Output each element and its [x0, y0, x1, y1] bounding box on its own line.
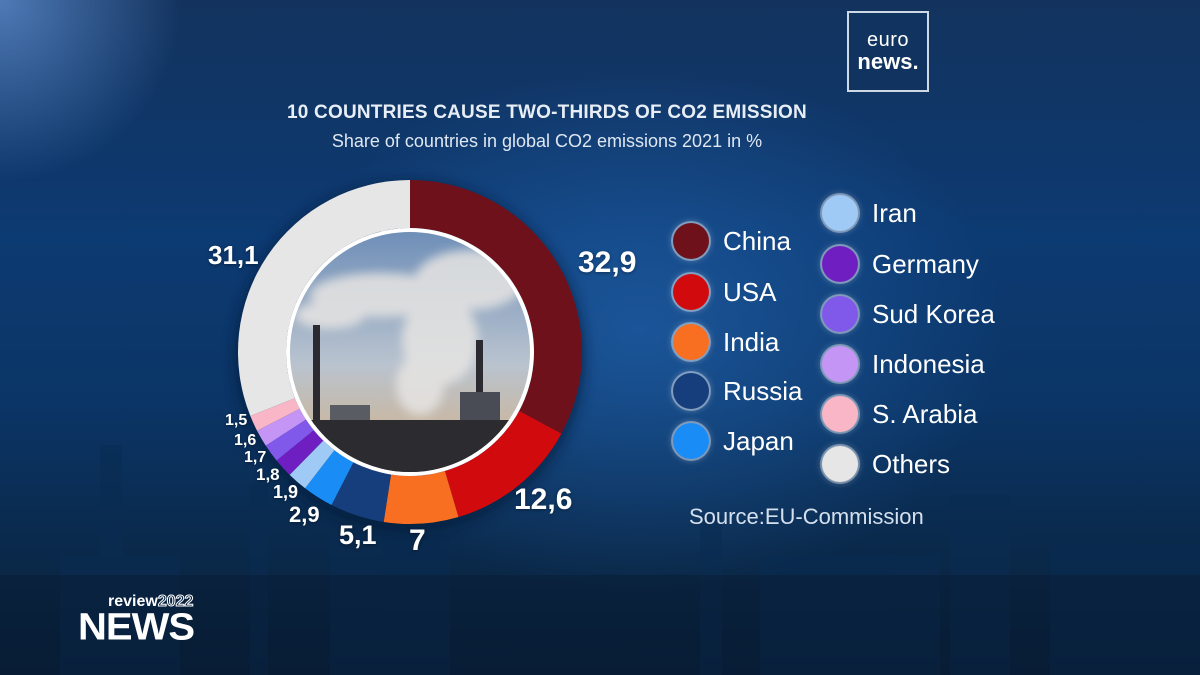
legend-label: Iran [872, 197, 917, 228]
value-label-russia: 5,1 [339, 520, 377, 550]
legend-swatch-icon [822, 346, 858, 382]
chart-title: 10 COUNTRIES CAUSE TWO-THIRDS OF CO2 EMI… [287, 102, 807, 123]
slice-japan [305, 450, 354, 506]
value-label-germany: 1,8 [256, 465, 280, 484]
legend-label: Others [872, 448, 951, 479]
legend-swatch-icon [822, 246, 858, 282]
legend-item-germany: Germany [822, 244, 979, 284]
source-note: Source:EU-Commission [689, 504, 924, 529]
value-label-sud-korea: 1,7 [244, 449, 267, 466]
slice-sud-korea [265, 419, 314, 461]
legend-swatch-icon [822, 195, 858, 231]
brand-review-text: review [108, 593, 158, 610]
value-label-usa: 12,6 [514, 483, 573, 516]
legend-swatch-icon [673, 324, 709, 360]
legend-swatch-icon [673, 223, 709, 259]
slice-germany [276, 430, 324, 475]
chart-subtitle: Share of countries in global CO2 emissio… [331, 131, 763, 151]
slice-russia [331, 462, 392, 522]
legend-swatch-icon [673, 373, 709, 409]
slice-indonesia [257, 408, 307, 446]
logo-text-news: news. [857, 49, 919, 74]
legend-label: India [723, 326, 780, 357]
legend-label: Germany [872, 248, 979, 279]
legend-item-indonesia: Indonesia [822, 344, 985, 384]
legend-label: Russia [723, 375, 803, 406]
slice-iran [289, 440, 335, 489]
legend-item-sud-korea: Sud Korea [822, 294, 995, 334]
value-label-s-arabia: 1,5 [225, 412, 248, 429]
legend-item-japan: Japan [673, 421, 794, 461]
slice-usa [444, 410, 562, 518]
legend-label: China [723, 225, 791, 256]
value-label-india: 7 [409, 524, 426, 557]
logo-text-euro: euro [866, 29, 910, 51]
slice-s-arabia [250, 398, 300, 431]
donut-slices [237, 180, 582, 525]
value-label-japan: 2,9 [289, 502, 320, 527]
legend-item-usa: USA [673, 272, 776, 312]
legend-item-s-arabia: S. Arabia [822, 394, 978, 434]
power-plant-photo [286, 228, 534, 476]
legend-swatch-icon [822, 296, 858, 332]
value-label-indonesia: 1,6 [234, 432, 257, 449]
legend-label: USA [723, 276, 777, 307]
euronews-logo: euro news. [847, 11, 929, 92]
legend-label: Indonesia [872, 348, 985, 379]
legend-swatch-icon [822, 446, 858, 482]
value-label-others: 31,1 [208, 240, 259, 270]
legend-label: S. Arabia [872, 398, 978, 429]
legend-item-china: China [673, 221, 791, 261]
legend-label: Japan [723, 425, 794, 456]
value-label-iran: 1,9 [273, 482, 299, 502]
slice-others [237, 180, 410, 417]
legend-label: Sud Korea [872, 298, 995, 329]
legend-item-iran: Iran [822, 193, 917, 233]
brand-news-text: NEWS [78, 606, 195, 648]
legend-item-others: Others [822, 444, 950, 484]
legend-item-russia: Russia [673, 371, 802, 411]
legend-swatch-icon [673, 423, 709, 459]
brand-year-text: 2022 [157, 593, 194, 610]
value-label-china: 32,9 [578, 246, 637, 279]
slice-china [410, 180, 582, 434]
slice-india [383, 470, 459, 525]
legend-item-india: India [673, 322, 779, 362]
legend-swatch-icon [822, 396, 858, 432]
legend-swatch-icon [673, 274, 709, 310]
